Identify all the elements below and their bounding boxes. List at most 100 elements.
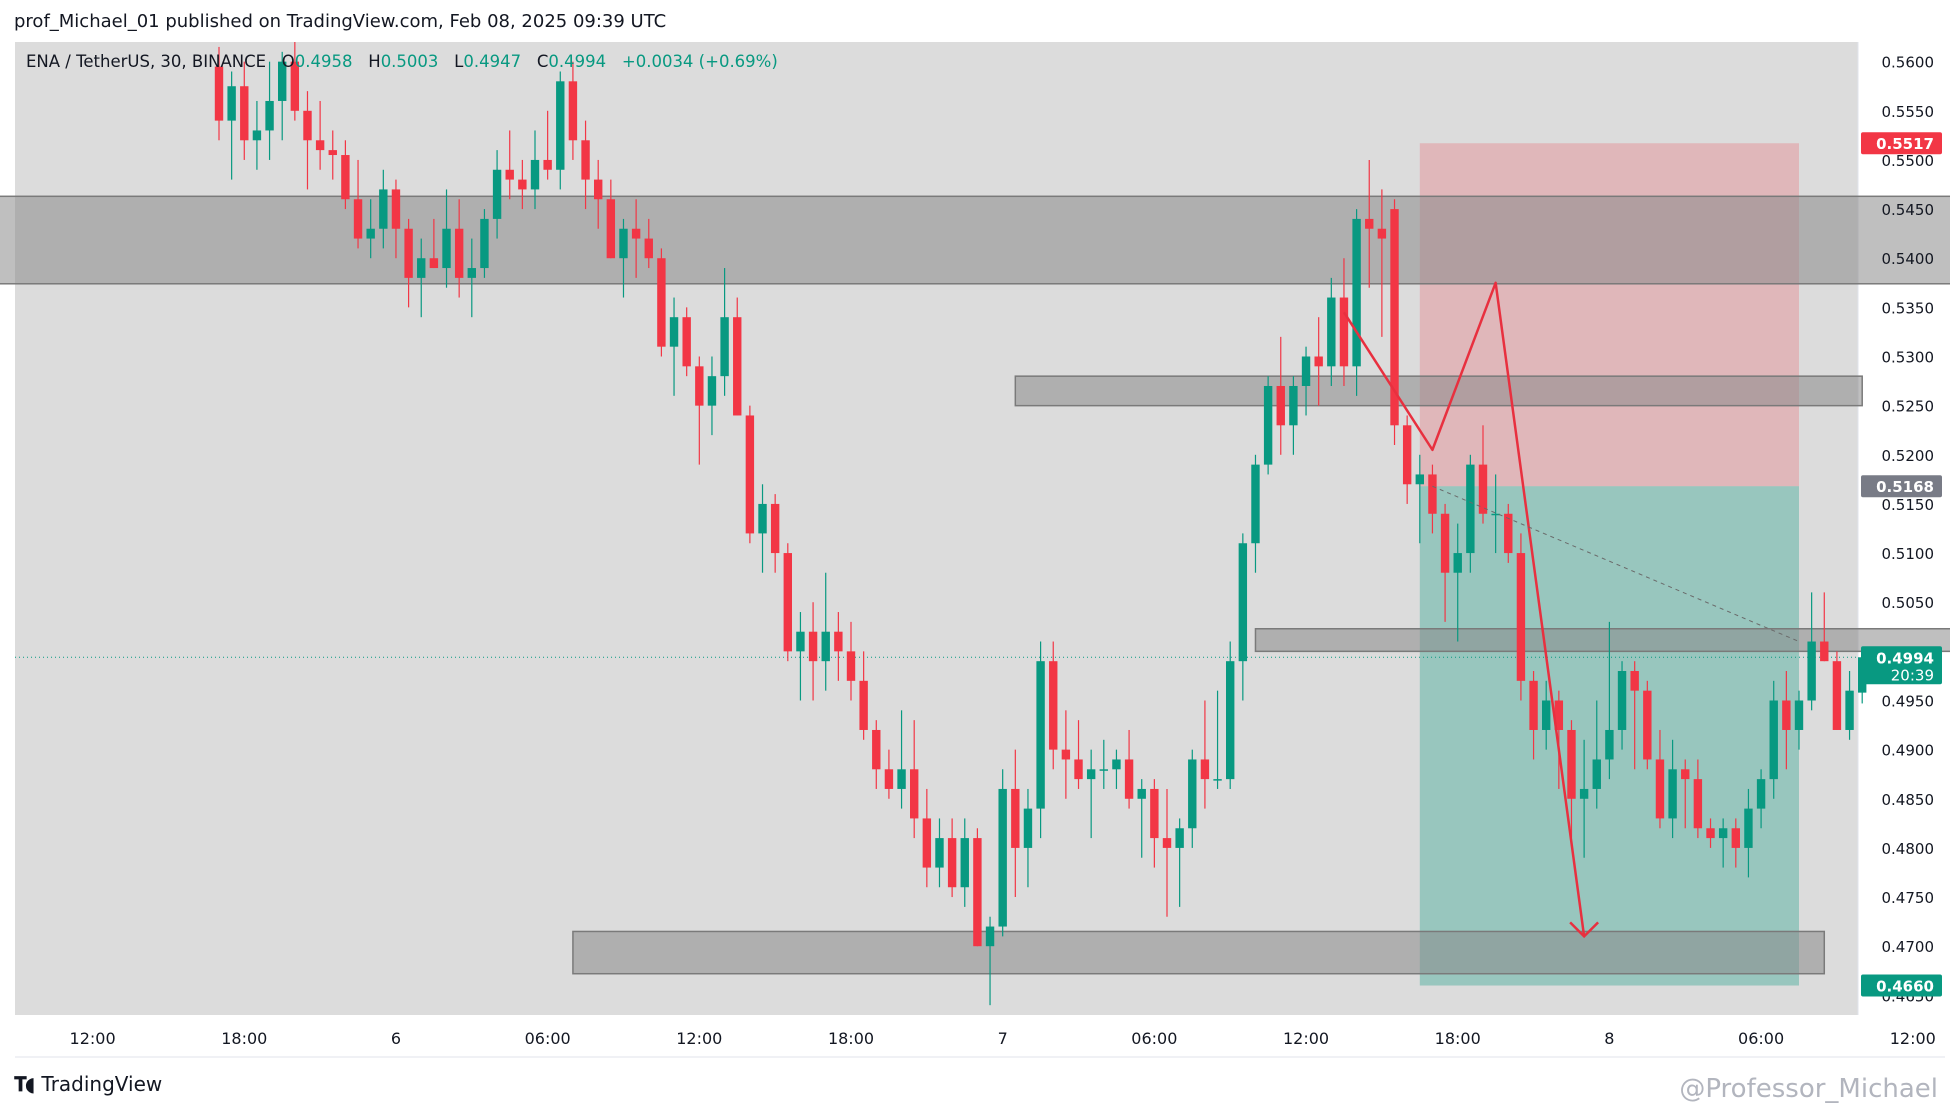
- candle-body: [960, 838, 969, 888]
- price-tick-label: 0.5550: [1882, 103, 1935, 121]
- candle-body: [1820, 641, 1829, 662]
- candle-body: [669, 317, 679, 347]
- candle-body: [1188, 759, 1197, 829]
- candle-body: [1390, 209, 1399, 426]
- candle-body: [631, 228, 641, 239]
- candle-body: [1542, 700, 1551, 730]
- price-tick-label: 0.5500: [1882, 152, 1935, 170]
- candle-body: [1756, 779, 1766, 809]
- low-label: L: [454, 52, 464, 71]
- candle-body: [568, 81, 578, 141]
- candle-body: [278, 61, 287, 101]
- candle-body: [303, 110, 312, 141]
- candle-body: [1516, 553, 1526, 681]
- time-tick-label: 12:00: [70, 1029, 116, 1048]
- candle-body: [1491, 513, 1500, 516]
- time-axis-background: [15, 1015, 1858, 1057]
- candle-body: [1036, 661, 1045, 809]
- candle-body: [1365, 218, 1374, 229]
- candle-body: [1339, 297, 1349, 367]
- price-tick-label: 0.4850: [1882, 791, 1935, 809]
- candle-body: [998, 788, 1007, 927]
- candle-body: [543, 159, 552, 170]
- price-label-tag: [1861, 646, 1942, 685]
- time-tick-label: 18:00: [221, 1029, 267, 1048]
- candle-body: [1617, 671, 1627, 730]
- time-tick-label: 06:00: [1131, 1029, 1177, 1048]
- time-tick-label: 18:00: [828, 1029, 874, 1048]
- candle-body: [872, 729, 881, 770]
- candle-body: [985, 926, 995, 947]
- time-tick-label: 06:00: [525, 1029, 571, 1048]
- candle-body: [1769, 700, 1778, 780]
- candle-body: [1643, 690, 1652, 760]
- candle-body: [1478, 464, 1488, 514]
- candle-body: [530, 159, 540, 190]
- publish-header: prof_Michael_01 published on TradingView…: [14, 11, 667, 32]
- price-tick-label: 0.4900: [1882, 742, 1935, 760]
- candle-body: [1377, 228, 1387, 239]
- price-label-tag: [1861, 132, 1942, 155]
- candle-body: [657, 258, 666, 347]
- candle-body: [922, 818, 932, 868]
- price-tick-label: 0.5100: [1882, 545, 1935, 563]
- candle-body: [480, 218, 489, 269]
- candle-body: [594, 179, 603, 200]
- countdown-label: 20:39: [1891, 666, 1934, 684]
- candle-body: [1137, 788, 1146, 799]
- candle-body: [619, 228, 628, 259]
- price-tick-label: 0.4950: [1882, 692, 1935, 710]
- price-tick-label: 0.5200: [1882, 447, 1935, 465]
- candle-body: [1832, 661, 1842, 730]
- tradingview-logo[interactable]: 𝐓◖ TradingView: [14, 1072, 162, 1096]
- candle-body: [454, 228, 464, 278]
- candle-body: [1150, 788, 1159, 839]
- candle-body: [884, 769, 894, 789]
- supply-demand-zone-2: [1014, 375, 1863, 407]
- candle-body: [429, 258, 439, 269]
- candle-body: [1289, 385, 1298, 426]
- candle-body: [1630, 671, 1639, 691]
- candle-body: [1440, 513, 1450, 573]
- candle-body: [973, 838, 982, 947]
- candle-body: [442, 228, 451, 269]
- candle-body: [1655, 759, 1665, 819]
- candle-body: [695, 366, 704, 406]
- candle-body: [492, 169, 502, 219]
- symbol-label[interactable]: ENA / TetherUS, 30, BINANCE: [26, 52, 267, 71]
- price-tick-label: 0.5150: [1882, 496, 1935, 514]
- candle-body: [556, 81, 565, 170]
- stop-loss-zone: [1419, 143, 1799, 487]
- candle-body: [1693, 779, 1703, 829]
- candle-body: [581, 140, 590, 180]
- candle-body: [947, 838, 957, 888]
- change-value: +0.0034 (+0.69%): [621, 52, 778, 71]
- arrowhead-icon: [1569, 921, 1600, 939]
- candle-body: [1428, 474, 1437, 514]
- supply-demand-zone-3: [1254, 627, 1950, 653]
- price-label-value: 0.5168: [1876, 478, 1934, 496]
- candle-body: [1276, 385, 1285, 426]
- candle-body: [1023, 808, 1033, 848]
- price-tick-label: 0.5400: [1882, 250, 1935, 268]
- candle-body: [682, 317, 691, 367]
- time-tick-label: 12:00: [676, 1029, 722, 1048]
- candle-body: [783, 553, 792, 652]
- candle-body: [1706, 828, 1715, 839]
- candle-body: [1112, 759, 1121, 770]
- open-label: O: [281, 52, 295, 71]
- candle-body: [1731, 828, 1740, 848]
- candle-body: [353, 199, 363, 239]
- candle-body: [821, 631, 830, 662]
- candle-body: [1251, 464, 1260, 544]
- candle-body: [1782, 700, 1791, 730]
- candle-body: [214, 66, 224, 121]
- price-tick-label: 0.4750: [1882, 889, 1935, 907]
- candle-body: [606, 199, 616, 259]
- price-axis-background: [1858, 42, 1945, 1015]
- price-tick-label: 0.5350: [1882, 299, 1935, 317]
- open-value: 0.4958: [294, 52, 353, 71]
- candle-body: [1402, 425, 1412, 485]
